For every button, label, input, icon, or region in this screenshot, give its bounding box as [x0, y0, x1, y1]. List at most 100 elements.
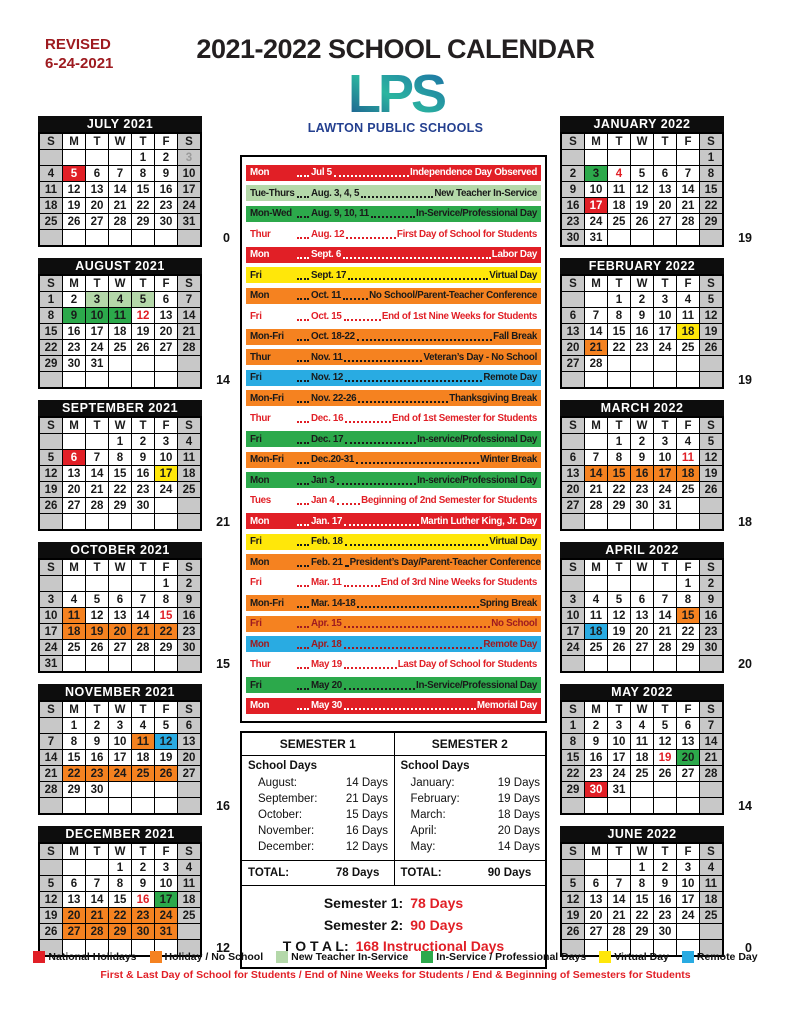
event-row: Mon Jul 5 Independence Day Observed	[246, 164, 541, 181]
weekday-header: M	[584, 558, 608, 576]
day-cell: 8	[607, 307, 631, 324]
day-cell: 5	[62, 165, 86, 182]
days-value: 21 Days	[345, 793, 389, 805]
day-cell	[85, 513, 109, 531]
day-cell: 2	[630, 291, 654, 308]
month-name: February:	[410, 793, 460, 805]
day-cell	[560, 859, 585, 876]
day-cell: 6	[177, 717, 202, 734]
days-value: 19 Days	[497, 777, 540, 789]
total-value: 90 Days	[487, 867, 532, 879]
lps-logo-text: LPS	[347, 66, 444, 122]
day-cell	[630, 797, 654, 815]
day-cell: 19	[607, 623, 631, 640]
week-row: 26 27 28 29 30 31	[38, 923, 202, 940]
day-cell: 14	[85, 465, 109, 482]
weekday-header: T	[653, 700, 677, 718]
semester-2-total-row: TOTAL: 90 Days	[394, 860, 545, 885]
day-cell: 11	[630, 733, 654, 750]
dot-leader	[344, 537, 489, 546]
dot-leader	[297, 250, 309, 259]
days-value: 19 Days	[497, 793, 540, 805]
day-cell: 4	[699, 859, 724, 876]
day-cell: 22	[630, 907, 654, 924]
day-cell: 1	[62, 717, 86, 734]
month-table: S M T W T F S 1 2 3 4 5 6 7 8 9 10 11 12 13 14 15 16 17 18 19 20 21…	[560, 700, 724, 815]
day-cell: 10	[607, 733, 631, 750]
weekday-header: T	[131, 558, 155, 576]
week-row: 13 14 15 16 17 18 19	[560, 323, 724, 340]
day-cell	[653, 575, 677, 592]
day-cell	[38, 797, 63, 815]
day-cell	[131, 575, 155, 592]
day-cell	[676, 923, 700, 940]
day-cell: 25	[62, 639, 86, 656]
event-title: No School	[491, 618, 537, 629]
weekday-header: S	[177, 842, 202, 860]
week-row: 27 28	[560, 355, 724, 372]
day-cell: 13	[560, 323, 585, 340]
day-cell: 24	[676, 907, 700, 924]
day-cell: 8	[676, 591, 700, 608]
day-cell	[699, 655, 724, 673]
day-cell: 21	[584, 481, 608, 498]
summary-value: 168 Instructional Days	[355, 938, 505, 955]
day-cell: 13	[62, 891, 86, 908]
day-cell: 18	[131, 749, 155, 766]
month-title: MARCH 2022	[560, 400, 724, 416]
event-days: Mon	[250, 167, 270, 178]
day-cell: 26	[607, 639, 631, 656]
day-cell: 30	[85, 781, 109, 798]
day-cell: 5	[699, 291, 724, 308]
day-cell: 17	[108, 749, 132, 766]
day-cell: 20	[177, 749, 202, 766]
event-row: Fri Oct. 15 End of 1st Nine Weeks for Stud…	[246, 308, 541, 324]
week-row	[560, 797, 724, 815]
day-cell	[85, 575, 109, 592]
day-cell: 4	[676, 291, 700, 308]
day-cell: 26	[38, 923, 63, 940]
day-cell	[699, 371, 724, 389]
event-title: End of 1st Semester for Students	[391, 413, 537, 424]
day-cell: 21	[85, 481, 109, 498]
month-name: August:	[258, 777, 297, 789]
day-cell: 11	[584, 607, 608, 624]
weekday-header: S	[38, 842, 63, 860]
day-cell	[177, 513, 202, 531]
day-cell	[584, 575, 608, 592]
school-days-row: November: 16 Days	[242, 823, 394, 839]
dot-leader	[297, 271, 309, 280]
day-cell: 8	[62, 733, 86, 750]
day-cell	[584, 149, 608, 166]
day-cell: 29	[630, 923, 654, 940]
school-days-row: April: 20 Days	[395, 823, 546, 839]
day-cell	[38, 859, 63, 876]
day-cell	[62, 149, 86, 166]
weekday-header: F	[154, 132, 178, 150]
event-row: Mon Feb. 21 President’s Day/Parent-Teacher…	[246, 554, 541, 570]
weekday-header: M	[62, 842, 86, 860]
day-cell	[85, 655, 109, 673]
day-cell: 14	[584, 465, 608, 482]
day-cell: 9	[584, 733, 608, 750]
month-title: APRIL 2022	[560, 542, 724, 558]
event-date: Feb. 18	[311, 536, 343, 547]
event-days: Mon	[250, 556, 270, 568]
summary-row: Semester 1: 78 Days	[242, 893, 545, 915]
day-cell	[699, 781, 724, 798]
day-cell: 5	[154, 717, 178, 734]
month-february-2022: FEBRUARY 2022 S M T W T F S 1 2 3 4 5 6 7 8 9 10 11 12 13 14 1…	[560, 257, 752, 389]
day-cell: 18	[177, 891, 202, 908]
event-days: Mon	[250, 474, 270, 486]
dot-leader	[345, 414, 391, 423]
calendar-grid: JULY 2021 S M T W T F S 1 2 3 4 5 6 7 8 9 10 11 12 13 14 15 16 1…	[38, 116, 202, 247]
dot-leader	[343, 250, 491, 259]
day-cell: 20	[584, 907, 608, 924]
weekday-header: F	[676, 132, 700, 150]
day-cell: 23	[560, 213, 585, 230]
day-cell: 24	[108, 765, 132, 782]
day-cell: 6	[584, 875, 608, 892]
